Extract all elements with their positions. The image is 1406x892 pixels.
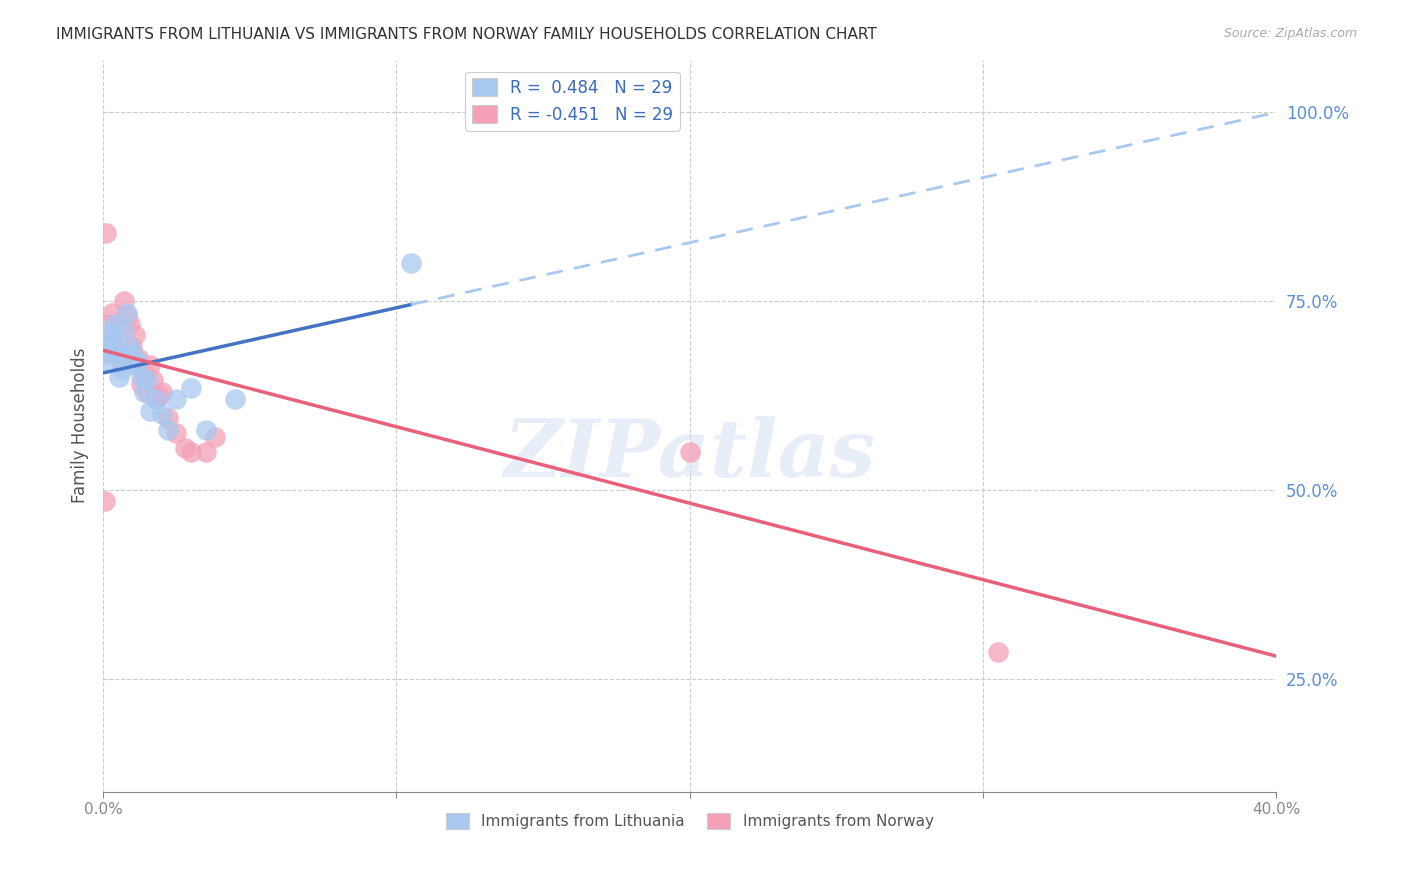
Point: [107, 332, 129, 346]
Point: [100, 325, 122, 339]
Legend: Immigrants from Lithuania, Immigrants from Norway: Immigrants from Lithuania, Immigrants fr…: [440, 807, 939, 836]
Point: [118, 339, 141, 353]
Point: [148, 388, 170, 402]
Point: [129, 377, 152, 392]
Point: [115, 310, 138, 324]
Point: [150, 408, 173, 422]
Point: [986, 645, 1008, 659]
Text: IMMIGRANTS FROM LITHUANIA VS IMMIGRANTS FROM NORWAY FAMILY HOUSEHOLDS CORRELATIO: IMMIGRANTS FROM LITHUANIA VS IMMIGRANTS …: [56, 27, 877, 42]
Point: [180, 381, 202, 395]
Point: [127, 354, 149, 368]
Point: [127, 351, 149, 365]
Point: [145, 392, 167, 407]
Point: [174, 442, 197, 456]
Point: [93, 494, 115, 508]
Point: [124, 359, 146, 373]
Point: [104, 347, 127, 361]
Text: Source: ZipAtlas.com: Source: ZipAtlas.com: [1223, 27, 1357, 40]
Point: [108, 369, 131, 384]
Point: [180, 445, 202, 459]
Point: [145, 392, 167, 407]
Point: [94, 226, 117, 240]
Point: [107, 343, 129, 358]
Point: [110, 351, 132, 365]
Point: [124, 328, 146, 343]
Point: [136, 384, 159, 399]
Point: [156, 423, 179, 437]
Text: ZIPatlas: ZIPatlas: [503, 417, 876, 494]
Point: [96, 335, 118, 350]
Point: [129, 369, 152, 384]
Point: [98, 354, 121, 368]
Point: [101, 305, 124, 319]
Point: [103, 328, 125, 343]
Point: [165, 392, 187, 407]
Point: [101, 339, 124, 353]
Point: [112, 325, 135, 339]
Point: [121, 339, 143, 353]
Point: [399, 256, 422, 270]
Point: [204, 430, 226, 444]
Point: [142, 374, 165, 388]
Point: [118, 317, 141, 331]
Point: [194, 423, 217, 437]
Point: [139, 403, 162, 417]
Point: [134, 366, 156, 380]
Point: [121, 347, 143, 361]
Point: [136, 374, 159, 388]
Point: [98, 317, 121, 331]
Point: [156, 411, 179, 425]
Y-axis label: Family Households: Family Households: [72, 348, 89, 503]
Point: [150, 384, 173, 399]
Point: [224, 392, 246, 407]
Point: [110, 354, 132, 368]
Point: [134, 384, 156, 399]
Point: [678, 445, 700, 459]
Point: [165, 426, 187, 441]
Point: [104, 317, 127, 331]
Point: [112, 294, 135, 309]
Point: [194, 445, 217, 459]
Point: [139, 359, 162, 373]
Point: [111, 362, 134, 376]
Point: [94, 347, 117, 361]
Point: [115, 305, 138, 319]
